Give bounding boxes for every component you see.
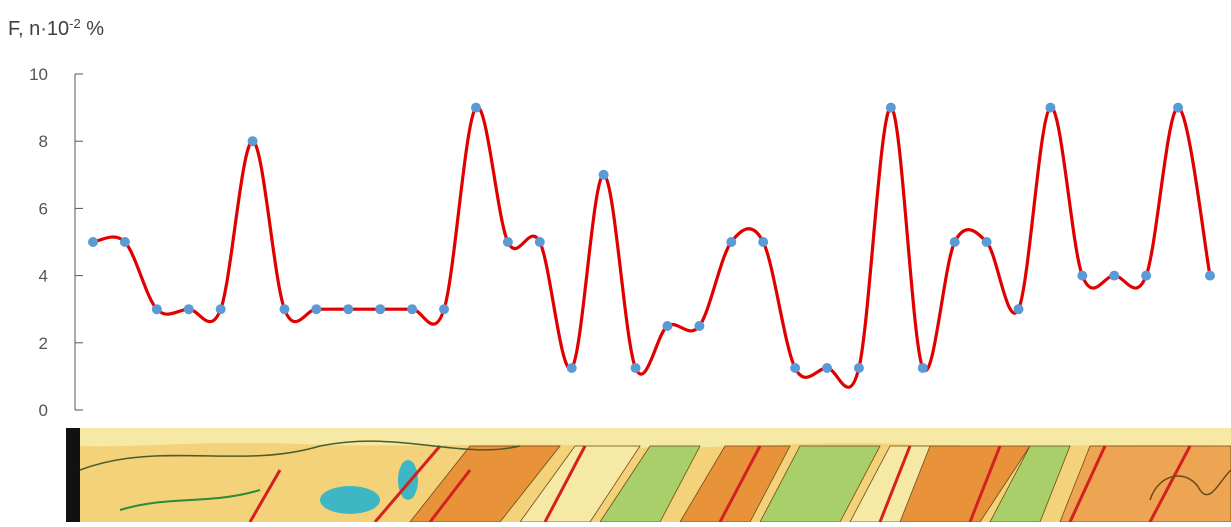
- geo-fault-line-7: [968, 445, 1002, 523]
- geo-fault-line-8: [1068, 445, 1107, 523]
- y-tick-label: 2: [39, 334, 48, 353]
- data-point: [311, 304, 322, 315]
- geo-fault-line-3: [428, 469, 472, 523]
- data-point: [88, 237, 98, 247]
- data-point: [758, 237, 769, 247]
- data-point: [343, 304, 354, 315]
- data-point: [949, 237, 960, 247]
- data-point: [470, 102, 481, 113]
- data-point: [375, 304, 386, 315]
- geo-band-orange-4: [1059, 445, 1231, 523]
- data-point: [183, 304, 194, 315]
- data-point: [917, 363, 928, 373]
- data-point: [853, 363, 864, 373]
- data-point: [215, 304, 226, 315]
- geo-fault-line-1: [248, 469, 282, 523]
- data-point: [1173, 102, 1184, 113]
- y-axis-title-unit: %: [80, 18, 105, 40]
- geo-fold-line: [1149, 469, 1231, 501]
- y-axis-title-main: F, n·10: [8, 18, 70, 40]
- y-tick-label: 10: [29, 65, 48, 84]
- data-point: [1109, 270, 1120, 281]
- data-point: [981, 237, 992, 247]
- geo-contact-line-green: [119, 489, 261, 511]
- data-point: [1045, 102, 1056, 113]
- y-axis-title: F, n·10-2 %: [8, 16, 105, 41]
- data-point: [1013, 304, 1024, 315]
- geo-lens-cyan-2: [398, 460, 418, 500]
- data-point: [566, 363, 577, 373]
- data-point: [694, 321, 705, 331]
- y-axis-title-exponent: -2: [69, 16, 81, 31]
- data-point: [151, 304, 162, 315]
- data-point: [534, 237, 545, 247]
- geo-fault-line-2: [373, 445, 442, 523]
- data-point: [502, 237, 513, 247]
- geo-contact-line: [79, 440, 521, 471]
- series-line: [92, 105, 1212, 389]
- data-point: [279, 304, 290, 315]
- y-tick-label: 8: [39, 132, 48, 151]
- geo-lens-cyan-1: [320, 486, 380, 514]
- geo-fault-line-9: [1148, 445, 1192, 523]
- geo-fault-line-4: [543, 445, 587, 523]
- data-point: [119, 237, 130, 247]
- data-point: [407, 304, 418, 315]
- data-point: [885, 102, 896, 113]
- data-point: [662, 321, 673, 331]
- data-point: [1205, 270, 1215, 281]
- geo-fault-line-6: [878, 445, 912, 523]
- y-axis: 0 2 4 6 8 10: [29, 65, 83, 420]
- y-tick-label: 0: [39, 401, 48, 420]
- data-point: [439, 304, 450, 315]
- data-point: [598, 169, 609, 180]
- data-point: [1077, 270, 1088, 281]
- geo-surface-layer: [80, 428, 1231, 448]
- data-point: [822, 363, 833, 373]
- data-point: [630, 363, 641, 373]
- data-point: [790, 363, 801, 373]
- geological-section-illustration: [66, 428, 1231, 523]
- y-tick-label: 6: [39, 199, 48, 218]
- y-tick-label: 4: [39, 267, 48, 286]
- geo-left-border: [66, 428, 80, 522]
- data-point: [726, 237, 737, 247]
- data-point: [1141, 270, 1152, 281]
- series-line-group: [92, 105, 1212, 389]
- series-markers-group: [88, 102, 1215, 373]
- geo-fault-line-5: [718, 445, 762, 523]
- data-point: [247, 136, 258, 147]
